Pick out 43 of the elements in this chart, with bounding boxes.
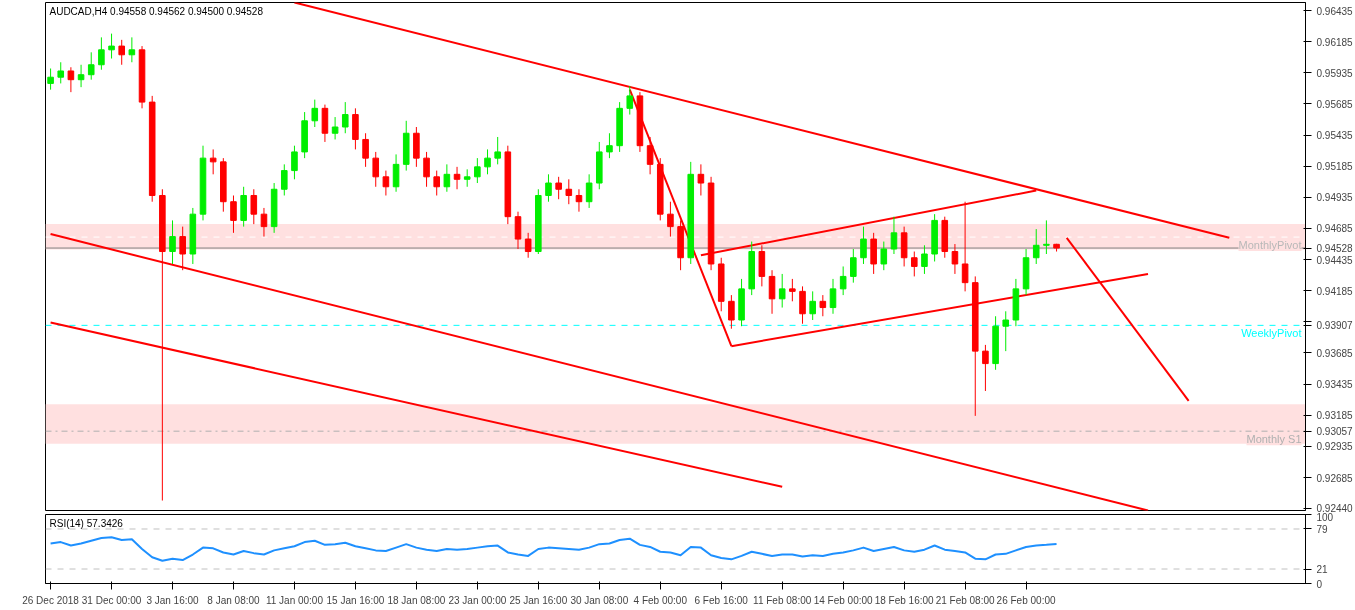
y-tick-label: 0.95685 xyxy=(1316,98,1354,110)
ref-line-label: Monthly S1 xyxy=(1246,433,1302,446)
y-tick-label: 0.95435 xyxy=(1316,130,1354,142)
x-tick-label: 14 Feb 00:00 xyxy=(813,594,874,606)
x-tick-label: 25 Jan 16:00 xyxy=(509,594,568,606)
y-tick-label: 0.92935 xyxy=(1316,441,1354,453)
x-tick-label: 4 Feb 00:00 xyxy=(633,594,688,606)
y-tick-label: 0.95935 xyxy=(1316,67,1354,79)
y-tick-label: 0.93057 xyxy=(1316,426,1354,438)
x-tick-label: 23 Jan 00:00 xyxy=(448,594,507,606)
y-tick-label: 0.96435 xyxy=(1316,5,1354,17)
y-tick-label: 0.93435 xyxy=(1316,379,1354,391)
chart-title: RSI(14) 57.3426 xyxy=(49,517,124,529)
chart-title: AUDCAD,H4 0.94558 0.94562 0.94500 0.94528 xyxy=(49,5,264,17)
y-tick-label: 79 xyxy=(1316,523,1329,535)
y-tick-label: 0.92685 xyxy=(1316,472,1354,484)
y-tick-label: 0.93185 xyxy=(1316,410,1354,422)
y-tick-label: 0.93685 xyxy=(1316,348,1354,359)
y-tick-label: 0.96185 xyxy=(1316,36,1354,48)
y-tick-label: 0.94528 xyxy=(1316,243,1354,255)
x-tick-label: 15 Jan 16:00 xyxy=(326,594,385,606)
x-tick-label: 8 Jan 08:00 xyxy=(207,594,261,606)
x-tick-label: 11 Jan 00:00 xyxy=(265,594,324,606)
x-tick-label: 11 Feb 08:00 xyxy=(753,594,812,606)
x-tick-label: 6 Feb 16:00 xyxy=(694,594,749,606)
x-tick-label: 18 Jan 08:00 xyxy=(387,594,446,606)
y-tick-label: 0.94685 xyxy=(1316,223,1354,235)
y-tick-label: 21 xyxy=(1316,564,1329,576)
y-tick-label: 0.94185 xyxy=(1316,285,1354,297)
x-tick-label: 26 Feb 00:00 xyxy=(996,594,1056,606)
y-tick-label: 0.93907 xyxy=(1316,320,1354,332)
ref-line-label: WeeklyPivot xyxy=(1241,327,1302,340)
x-tick-label: 26 Dec 2018 xyxy=(22,594,80,606)
x-tick-label: 21 Feb 08:00 xyxy=(935,594,995,606)
y-tick-label: 0 xyxy=(1316,578,1323,590)
ref-line-label: MonthlyPivot xyxy=(1238,239,1302,252)
y-tick-label: 0.95185 xyxy=(1316,161,1354,173)
y-tick-label: 0.94935 xyxy=(1316,192,1354,204)
x-tick-label: 31 Dec 00:00 xyxy=(81,594,142,606)
y-tick-label: 0.94435 xyxy=(1316,254,1354,266)
x-tick-label: 18 Feb 16:00 xyxy=(874,594,935,606)
x-tick-label: 3 Jan 16:00 xyxy=(146,594,200,606)
x-tick-label: 30 Jan 08:00 xyxy=(570,594,629,606)
